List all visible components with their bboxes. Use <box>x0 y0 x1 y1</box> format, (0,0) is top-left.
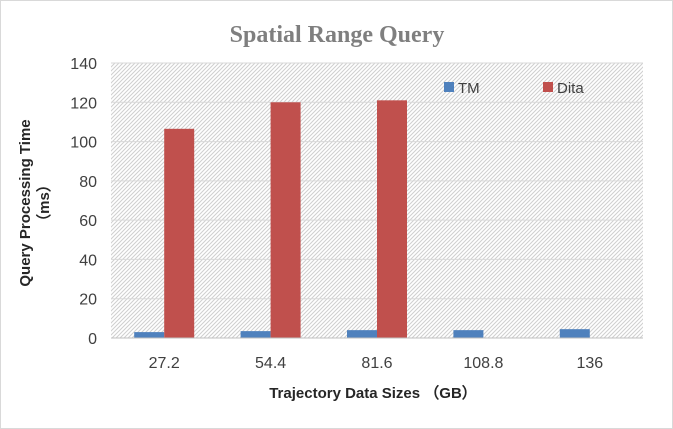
x-tick-label: 27.2 <box>149 355 180 372</box>
bar-tm-108.8 <box>453 330 484 338</box>
x-tick-label: 81.6 <box>361 355 392 372</box>
bar-tm-136 <box>559 329 590 338</box>
y-tick-label: 0 <box>88 331 97 348</box>
y-tick-label: 40 <box>79 252 97 269</box>
x-tick-label: 108.8 <box>463 355 503 372</box>
y-axis-title: Query Processing Time <box>17 119 34 286</box>
y-tick-label: 140 <box>70 56 97 73</box>
bar-dita-27.2 <box>164 128 195 338</box>
x-tick-label: 54.4 <box>255 355 286 372</box>
x-axis-title: Trajectory Data Sizes （GB） <box>269 384 477 402</box>
x-tick-label: 136 <box>576 355 603 372</box>
bar-tm-81.6 <box>347 330 377 338</box>
legend: TM Dita <box>444 80 584 97</box>
y-axis-unit: （ms） <box>35 177 53 229</box>
bar-tm-27.2 <box>134 332 165 338</box>
y-tick-label: 80 <box>79 174 97 191</box>
bar-dita-54.4 <box>270 102 301 339</box>
legend-swatch-tm <box>444 82 454 92</box>
legend-label-dita: Dita <box>557 80 584 97</box>
legend-swatch-dita <box>543 82 553 92</box>
bar-dita-81.6 <box>377 100 407 338</box>
chart-title: Spatial Range Query <box>230 22 445 48</box>
legend-label-tm: TM <box>458 80 480 97</box>
y-tick-label: 120 <box>70 95 97 112</box>
x-axis-ticks: 27.2 54.4 81.6 108.8 136 <box>149 355 604 372</box>
bar-tm-54.4 <box>240 331 271 338</box>
y-tick-label: 20 <box>79 292 97 309</box>
bars <box>134 100 590 339</box>
y-tick-label: 60 <box>79 213 97 230</box>
y-tick-label: 100 <box>70 135 97 152</box>
y-axis-ticks: 0 20 40 60 80 100 120 140 <box>70 56 97 348</box>
